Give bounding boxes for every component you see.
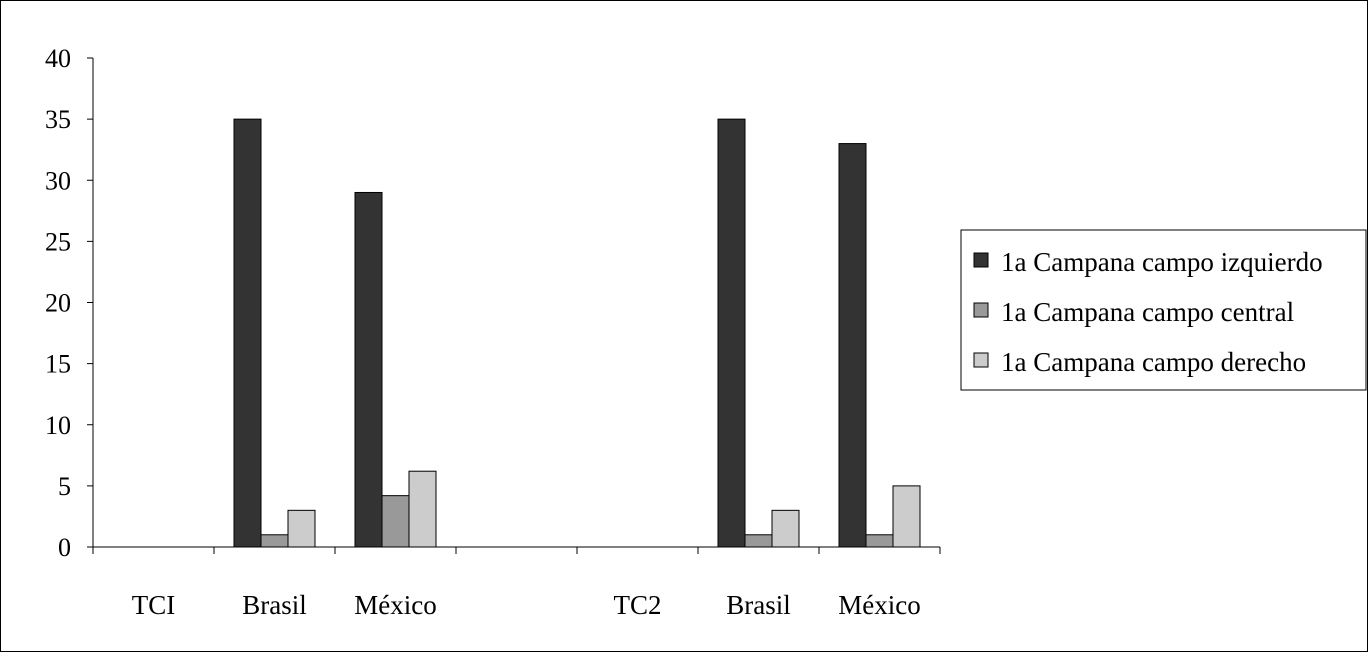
x-tick-label: Brasil — [242, 590, 307, 620]
bar — [381, 495, 410, 548]
legend-swatch — [973, 352, 989, 368]
y-tick-label: 15 — [45, 350, 71, 379]
bar — [233, 118, 262, 548]
bar — [717, 118, 746, 548]
legend-label: 1a Campana campo izquierdo — [1001, 247, 1323, 277]
legend-swatch — [973, 302, 989, 318]
bar — [892, 485, 921, 548]
bar — [354, 191, 383, 548]
y-axis: 0 5 10 15 20 25 30 35 40 — [45, 44, 94, 562]
bar — [865, 534, 894, 548]
y-tick-label: 5 — [58, 472, 71, 501]
x-tick-label: Brasil — [726, 590, 791, 620]
legend-label: 1a Campana campo central — [1001, 297, 1294, 327]
y-tick-label: 10 — [45, 411, 71, 440]
legend-swatch — [973, 252, 989, 268]
bar — [838, 143, 867, 548]
y-tick-label: 30 — [45, 166, 71, 195]
bars — [233, 118, 921, 548]
bar — [260, 534, 289, 548]
legend-label: 1a Campana campo derecho — [1001, 347, 1306, 377]
y-tick-label: 25 — [45, 227, 71, 256]
bar — [771, 509, 800, 548]
y-tick-label: 35 — [45, 105, 71, 134]
y-tick-label: 20 — [45, 289, 71, 318]
y-tick-label: 40 — [45, 44, 71, 73]
x-tick-label: TC2 — [613, 590, 661, 620]
x-tick-label: México — [354, 590, 436, 620]
legend-box — [960, 229, 1367, 391]
legend: 1a Campana campo izquierdo 1a Campana cam… — [960, 229, 1367, 391]
y-tick-label: 0 — [58, 533, 71, 562]
x-axis: TCI Brasil México TC2 Brasil México — [92, 546, 941, 620]
x-tick-label: México — [838, 590, 920, 620]
bar — [287, 509, 316, 548]
x-tick-label: TCI — [132, 590, 176, 620]
bar — [744, 534, 773, 548]
bar — [408, 470, 437, 548]
